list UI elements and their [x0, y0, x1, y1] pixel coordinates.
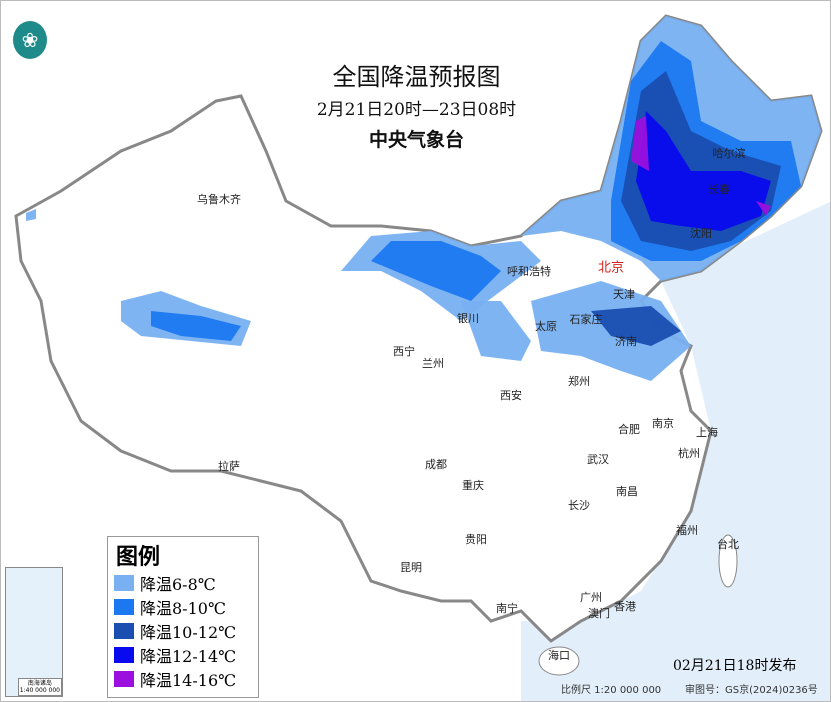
- city-label: 太原: [535, 320, 557, 333]
- south-china-sea-inset: 南海诸岛 1:40 000 000: [5, 567, 63, 697]
- city-label: 台北: [717, 538, 739, 551]
- map-review-number: 审图号：GS京(2024)0236号: [685, 685, 818, 696]
- legend: 图例 降温6-8℃ 降温8-10℃ 降温10-12℃ 降温12-14℃ 降温14-16℃: [107, 536, 259, 698]
- city-label: 兰州: [422, 357, 444, 370]
- city-label: 广州: [580, 591, 602, 604]
- city-label: 西安: [500, 389, 522, 402]
- city-label: 长沙: [568, 499, 590, 512]
- city-label: 南宁: [496, 602, 518, 615]
- cooling-zone: [756, 201, 771, 216]
- city-label: 乌鲁木齐: [197, 193, 241, 206]
- city-label: 石家庄: [569, 313, 603, 326]
- city-label: 银川: [457, 312, 479, 325]
- legend-item: 降温12-14℃: [114, 643, 258, 667]
- legend-item: 降温14-16℃: [114, 667, 258, 691]
- city-label: 昆明: [400, 561, 422, 574]
- city-label: 长春: [708, 183, 730, 196]
- legend-title: 图例: [116, 544, 161, 570]
- cooling-zone: [461, 301, 531, 361]
- legend-label: 降温12-14℃: [140, 647, 237, 666]
- city-label: 拉萨: [218, 460, 240, 473]
- inset-scale: 1:40 000 000: [19, 687, 60, 694]
- city-label: 武汉: [587, 453, 609, 466]
- cooling-zone: [636, 111, 771, 231]
- inset-caption-title: 南海诸岛: [27, 680, 52, 687]
- city-label: 哈尔滨: [712, 147, 746, 160]
- map-title: 全国降温预报图: [332, 63, 501, 91]
- city-label: 北京: [597, 260, 625, 276]
- city-label: 贵阳: [465, 533, 487, 546]
- legend-swatch: [114, 623, 134, 639]
- city-label: 郑州: [568, 375, 590, 388]
- issued-time: 02月21日18时发布: [673, 658, 797, 674]
- city-label: 重庆: [462, 479, 484, 492]
- legend-swatch: [114, 599, 134, 615]
- map-scale: 比例尺 1:20 000 000: [561, 685, 662, 696]
- city-label: 上海: [696, 426, 718, 439]
- issuer: 中央气象台: [368, 129, 464, 151]
- city-label: 成都: [425, 458, 447, 471]
- inset-caption: 南海诸岛 1:40 000 000: [17, 678, 62, 696]
- city-label: 南京: [652, 417, 674, 430]
- legend-item: 降温6-8℃: [114, 571, 258, 595]
- city-label: 南昌: [616, 485, 638, 498]
- city-label: 济南: [615, 335, 637, 348]
- hainan-island: [538, 646, 580, 676]
- legend-label: 降温10-12℃: [140, 623, 237, 642]
- legend-label: 降温14-16℃: [140, 671, 237, 690]
- cma-logo-icon: ❀: [13, 21, 47, 59]
- legend-swatch: [114, 575, 134, 591]
- taiwan-island: [718, 534, 738, 588]
- city-label: 呼和浩特: [507, 265, 551, 278]
- cooling-zone: [371, 241, 501, 301]
- city-label: 香港: [614, 600, 636, 613]
- city-label: 天津: [613, 288, 635, 301]
- city-label: 澳门: [588, 607, 610, 620]
- legend-item: 降温8-10℃: [114, 595, 258, 619]
- cooling-zone: [26, 209, 36, 221]
- city-label: 杭州: [678, 447, 700, 460]
- forecast-period: 2月21日20时—23日08时: [316, 100, 517, 120]
- cooling-zone: [151, 311, 241, 341]
- cooling-zone: [591, 306, 681, 346]
- city-label: 福州: [676, 524, 698, 537]
- legend-label: 降温6-8℃: [140, 575, 216, 594]
- legend-item: 降温10-12℃: [114, 619, 258, 643]
- legend-swatch: [114, 671, 134, 687]
- city-label: 合肥: [618, 423, 640, 436]
- legend-label: 降温8-10℃: [140, 599, 226, 618]
- cooling-zone: [631, 116, 649, 171]
- legend-swatch: [114, 647, 134, 663]
- sea: [521, 201, 830, 701]
- city-label: 海口: [548, 649, 570, 662]
- city-label: 西宁: [393, 345, 415, 358]
- city-label: 沈阳: [690, 227, 712, 240]
